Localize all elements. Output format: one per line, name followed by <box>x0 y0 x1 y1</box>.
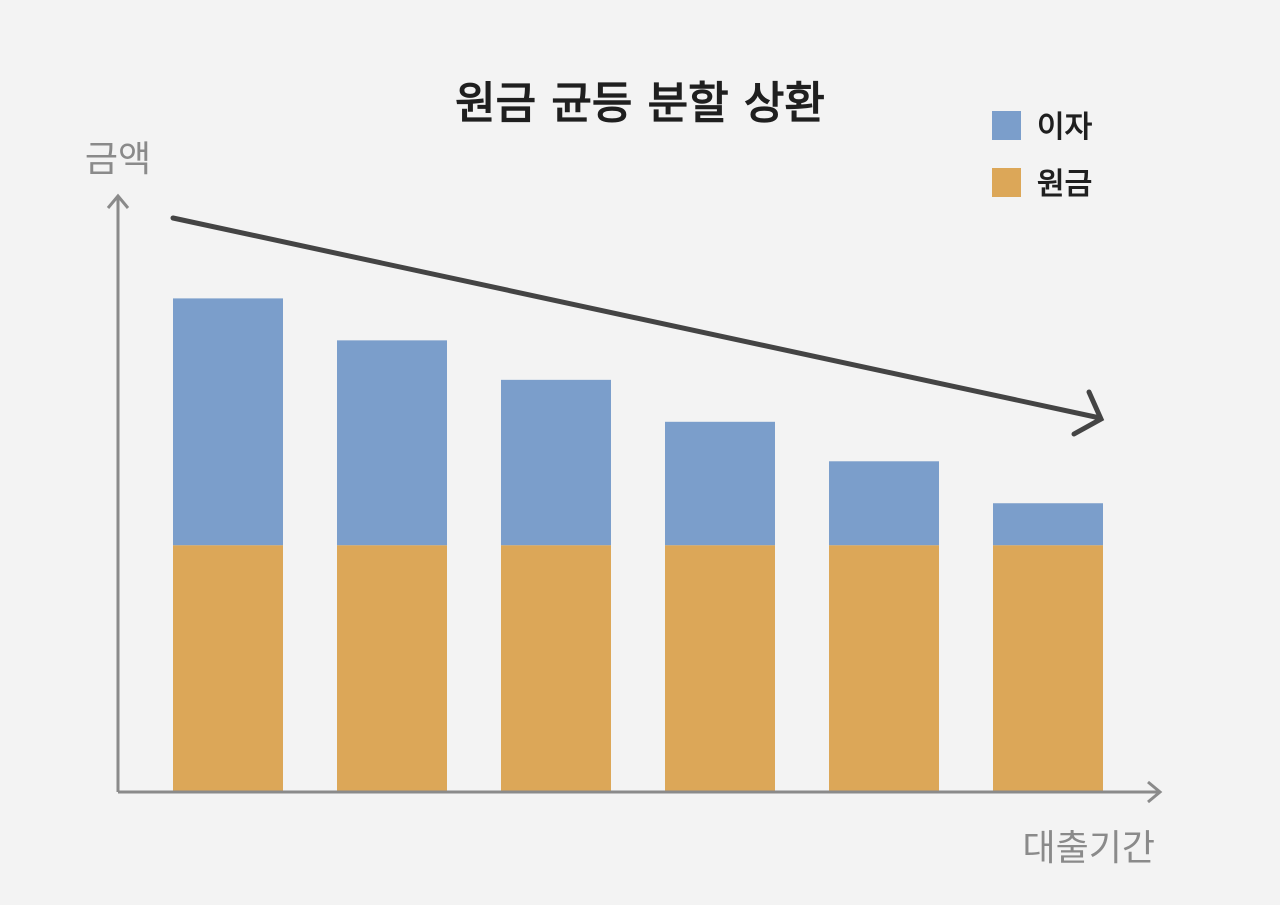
bar-principal-1 <box>173 545 283 792</box>
bar-principal-4 <box>665 545 775 792</box>
legend-label-principal: 원금 <box>1037 167 1092 202</box>
y-axis <box>106 193 130 792</box>
bar-principal-6 <box>993 545 1103 792</box>
bar-principal-3 <box>501 545 611 792</box>
legend-swatch-interest <box>992 111 1021 140</box>
bar-interest-2 <box>337 340 447 546</box>
x-axis <box>118 780 1163 804</box>
bar-interest-4 <box>665 421 775 546</box>
legend-label-interest: 이자 <box>1037 110 1093 145</box>
bars-group <box>173 298 1103 792</box>
bar-interest-6 <box>993 503 1103 546</box>
chart-title: 원금 균등 분할 상환 <box>455 78 825 129</box>
x-axis-label: 대출기간 <box>1023 828 1155 869</box>
bar-interest-1 <box>173 298 283 546</box>
trend-arrow <box>170 215 1105 437</box>
bar-interest-3 <box>501 379 611 546</box>
legend: 이자 원금 <box>992 110 1093 202</box>
legend-swatch-principal <box>992 168 1021 197</box>
bar-interest-5 <box>829 461 939 546</box>
bar-principal-5 <box>829 545 939 792</box>
y-axis-label: 금액 <box>85 139 151 180</box>
bar-principal-2 <box>337 545 447 792</box>
